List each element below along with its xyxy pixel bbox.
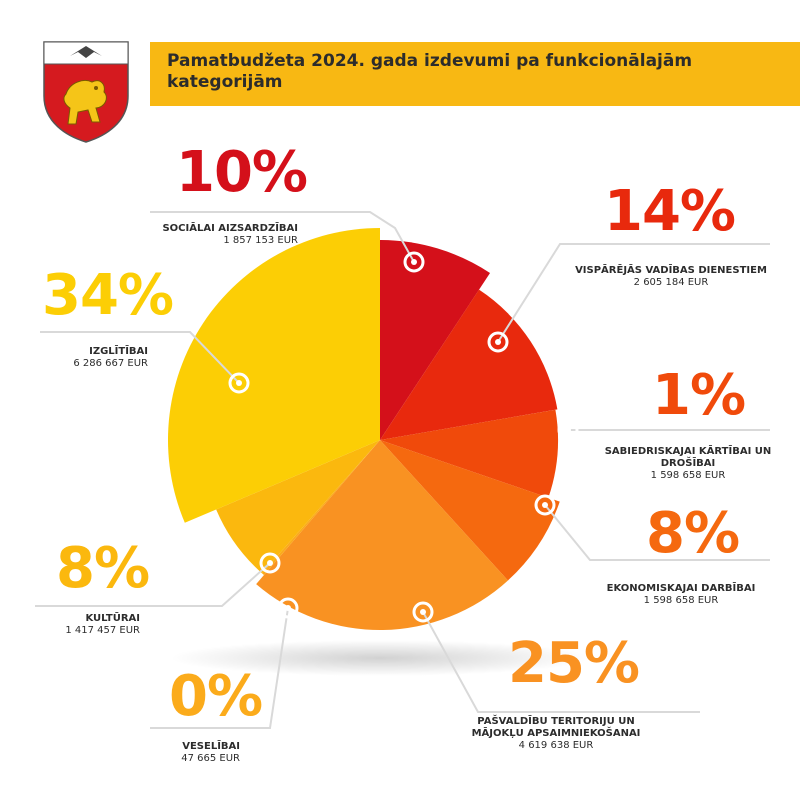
category-amount: 1 417 457 EUR xyxy=(65,625,140,636)
leader-marker-dot xyxy=(267,560,273,566)
slice-label-health: VESELĪBAI 47 665 EUR xyxy=(140,741,240,765)
category-amount: 2 605 184 EUR xyxy=(633,277,709,288)
percent-label: 8% xyxy=(646,501,740,566)
leader-line xyxy=(35,562,271,607)
slice-label-education: IZGLĪTĪBAI 6 286 667 EUR xyxy=(40,346,148,370)
category-name: IZGLĪTĪBAI xyxy=(89,346,148,357)
slice-label-general: VISPĀRĒJĀS VADĪBAS DIENESTIEM 2 605 184 … xyxy=(562,265,780,289)
pie-slice xyxy=(380,409,558,498)
pie-slice xyxy=(261,440,380,575)
leader-marker xyxy=(259,552,281,574)
category-amount: 4 619 638 EUR xyxy=(518,740,594,751)
leader-marker xyxy=(228,372,250,394)
chart-title: Pamatbudžeta 2024. gada izdevumi pa funk… xyxy=(167,51,693,92)
slice-label-culture: KULTŪRAI 1 417 457 EUR xyxy=(40,613,140,637)
title-band xyxy=(150,42,800,106)
percent-label: 8% xyxy=(56,536,150,601)
pie-slice xyxy=(380,289,558,440)
percent-label: 34% xyxy=(42,263,174,328)
slice-label-housing: PAŠVALDĪBU TERITORIJU UN MĀJOKĻU APSAIMN… xyxy=(456,716,656,752)
percent-label: 1% xyxy=(652,363,746,428)
pie-slice xyxy=(256,440,508,631)
category-amount: 1 857 153 EUR xyxy=(223,235,298,246)
slice-label-public-order: SABIEDRISKAJAI KĀRTĪBAI UN DROŠĪBAI 1 59… xyxy=(588,446,788,482)
percent-label: 10% xyxy=(176,140,308,205)
leader-marker xyxy=(487,331,509,353)
leader-line xyxy=(422,611,700,713)
percent-label: 14% xyxy=(604,179,736,244)
category-amount: 6 286 667 EUR xyxy=(73,358,148,369)
category-name: SABIEDRISKAJAI KĀRTĪBAI UN DROŠĪBAI xyxy=(604,446,772,469)
leader-line xyxy=(544,504,770,561)
category-name: VESELĪBAI xyxy=(182,741,240,752)
leader-line xyxy=(150,607,289,729)
pie-slice xyxy=(380,440,560,581)
pie-slice xyxy=(380,240,491,440)
category-name: EKONOMISKAJAI DARBĪBAI xyxy=(606,583,756,594)
category-name: KULTŪRAI xyxy=(85,613,140,624)
leader-marker xyxy=(277,597,299,619)
percent-label: 25% xyxy=(508,631,640,696)
leader-marker xyxy=(412,601,434,623)
slice-label-economy: EKONOMISKAJAI DARBĪBAI 1 598 658 EUR xyxy=(586,583,776,607)
leader-marker-dot xyxy=(495,339,501,345)
leader-line xyxy=(150,211,415,263)
leader-marker-dot xyxy=(542,502,548,508)
pie-slice xyxy=(216,440,380,574)
leader-marker-dot xyxy=(236,380,242,386)
leader-marker-dot xyxy=(285,605,291,611)
category-name: VISPĀRĒJĀS VADĪBAS DIENESTIEM xyxy=(575,265,767,276)
coat-of-arms-logo xyxy=(43,41,129,143)
category-amount: 1 598 658 EUR xyxy=(643,595,719,606)
pie-shadow xyxy=(170,640,590,676)
leader-marker xyxy=(534,494,556,516)
leader-marker-dot xyxy=(565,427,571,433)
slice-label-social: SOCIĀLAI AIZSARDZĪBAI 1 857 153 EUR xyxy=(148,223,298,247)
pie-slice xyxy=(167,228,380,523)
category-name: SOCIĀLAI AIZSARDZĪBAI xyxy=(162,223,298,234)
category-amount: 1 598 658 EUR xyxy=(650,470,726,481)
leader-marker-dot xyxy=(411,259,417,265)
category-name: PAŠVALDĪBU TERITORIJU UN MĀJOKĻU APSAIMN… xyxy=(471,716,641,739)
leader-marker-dot xyxy=(420,609,426,615)
leader-line xyxy=(497,243,770,343)
leader-marker xyxy=(557,419,579,441)
leader-marker xyxy=(403,251,425,273)
category-amount: 47 665 EUR xyxy=(181,753,240,764)
percent-label: 0% xyxy=(169,664,263,729)
leader-line xyxy=(40,331,240,384)
